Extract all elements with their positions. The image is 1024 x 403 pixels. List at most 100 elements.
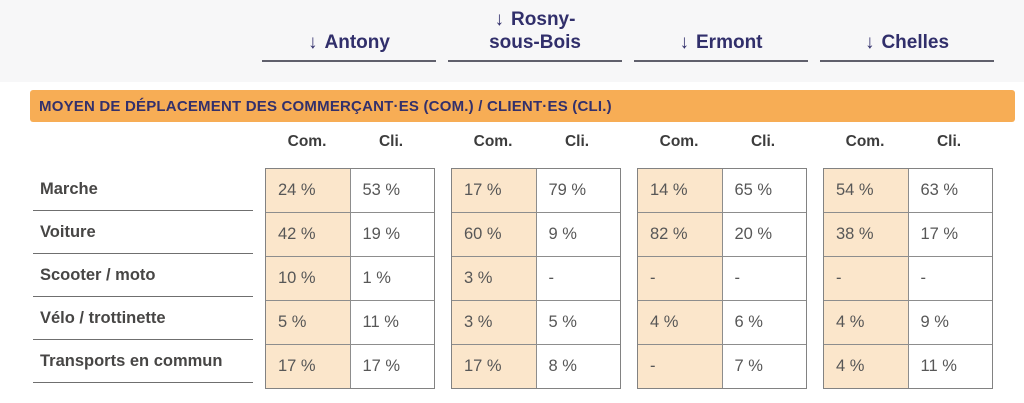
value-cell-cli: 63 %: [920, 181, 959, 199]
value-cell-cli: 19 %: [362, 225, 401, 243]
city-header-rule: [448, 60, 622, 62]
table-row: 24 % 53 %: [266, 169, 434, 213]
table-row: - 7 %: [638, 345, 806, 388]
value-cell-com: 14 %: [638, 169, 723, 212]
section-title-band: MOYEN DE DÉPLACEMENT DES COMMERÇANT·ES (…: [30, 90, 1015, 122]
value-cell-cli: 8 %: [548, 357, 577, 375]
city-header-rule: [634, 60, 808, 62]
value-cell-cli: 17 %: [362, 357, 401, 375]
value-cell-cli: -: [734, 269, 741, 287]
table-row: 14 % 65 %: [638, 169, 806, 213]
table-row: 3 % 5 %: [452, 301, 620, 345]
row-labels: Marche Voiture Scooter / moto Vélo / tro…: [33, 168, 253, 383]
value-cell-cli: 11 %: [920, 357, 957, 375]
city-header-antony: ↓ Antony: [265, 0, 433, 54]
value-cell-com: 24 %: [266, 169, 351, 212]
down-arrow-icon: ↓: [864, 32, 875, 53]
value-cell-cli: 9 %: [920, 313, 949, 331]
value-cell-com: 10 %: [266, 257, 351, 300]
header-background: [0, 0, 1024, 82]
subheader-cli: Cli.: [378, 133, 404, 150]
table-row: 3 % -: [452, 257, 620, 301]
subheader-chelles: Com. Cli.: [823, 133, 991, 151]
city-header-rule: [820, 60, 994, 62]
down-arrow-icon: ↓: [308, 32, 318, 53]
table-row: 17 % 17 %: [266, 345, 434, 388]
subheader-cli: Cli.: [936, 133, 962, 150]
value-cell-cli: -: [920, 269, 927, 287]
value-cell-com: 17 %: [452, 345, 537, 388]
table-row: 42 % 19 %: [266, 213, 434, 257]
value-cell-cli: 5 %: [548, 313, 577, 331]
table-row: 60 % 9 %: [452, 213, 620, 257]
data-grid-antony: 24 % 53 % 42 % 19 % 10 % 1 % 5 % 11 % 17…: [265, 168, 435, 389]
value-cell-com: 4 %: [824, 301, 909, 344]
value-cell-com: 3 %: [452, 301, 537, 344]
subheader-rosny: Com. Cli.: [451, 133, 619, 151]
table-row: 17 % 79 %: [452, 169, 620, 213]
table-row: 10 % 1 %: [266, 257, 434, 301]
data-grid-ermont: 14 % 65 % 82 % 20 % - - 4 % 6 % - 7 %: [637, 168, 807, 389]
city-header-ermont: ↓ Ermont: [637, 0, 805, 54]
value-cell-com: 3 %: [452, 257, 537, 300]
subheader-cli: Cli.: [564, 133, 590, 150]
subheader-com: Com.: [845, 133, 885, 150]
value-cell-com: -: [638, 345, 723, 388]
value-cell-com: 5 %: [266, 301, 351, 344]
city-header-rule: [262, 60, 436, 62]
row-label: Transports en commun: [33, 340, 253, 383]
row-label: Scooter / moto: [33, 254, 253, 297]
value-cell-com: 38 %: [824, 213, 909, 256]
row-label: Voiture: [33, 211, 253, 254]
subheader-antony: Com. Cli.: [265, 133, 433, 151]
table-row: - -: [824, 257, 992, 301]
city-name: ↓ Chelles: [864, 32, 950, 53]
value-cell-com: 17 %: [452, 169, 537, 212]
city-name-line2: sous-Bois: [489, 32, 581, 53]
data-grid-rosny-sous-bois: 17 % 79 % 60 % 9 % 3 % - 3 % 5 % 17 % 8 …: [451, 168, 621, 389]
row-label: Marche: [33, 168, 253, 211]
value-cell-com: 82 %: [638, 213, 723, 256]
value-cell-com: -: [638, 257, 723, 300]
city-name: ↓ Antony: [308, 32, 390, 53]
value-cell-com: 54 %: [824, 169, 909, 212]
value-cell-cli: 20 %: [734, 225, 773, 243]
subheader-com: Com.: [287, 133, 327, 150]
table-row: 4 % 11 %: [824, 345, 992, 388]
value-cell-com: 60 %: [452, 213, 537, 256]
table-row: 4 % 9 %: [824, 301, 992, 345]
down-arrow-icon: ↓: [679, 32, 690, 53]
subheader-cli: Cli.: [750, 133, 776, 150]
table-row: 82 % 20 %: [638, 213, 806, 257]
value-cell-cli: 9 %: [548, 225, 577, 243]
subheader-ermont: Com. Cli.: [637, 133, 805, 151]
value-cell-cli: 79 %: [548, 181, 587, 199]
city-header-rosny-sous-bois: ↓ Rosny- sous-Bois: [451, 0, 619, 54]
value-cell-cli: 1 %: [362, 269, 391, 287]
table-row: 38 % 17 %: [824, 213, 992, 257]
subheader-com: Com.: [659, 133, 699, 150]
value-cell-com: 4 %: [824, 345, 909, 388]
row-label: Vélo / trottinette: [33, 297, 253, 340]
value-cell-cli: 53 %: [362, 181, 401, 199]
section-title: MOYEN DE DÉPLACEMENT DES COMMERÇANT·ES (…: [39, 97, 612, 115]
value-cell-cli: 11 %: [362, 313, 399, 331]
city-name: ↓ Ermont: [679, 32, 763, 53]
value-cell-com: -: [824, 257, 909, 300]
value-cell-com: 4 %: [638, 301, 723, 344]
value-cell-cli: -: [548, 269, 555, 287]
table-row: 54 % 63 %: [824, 169, 992, 213]
table-row: 4 % 6 %: [638, 301, 806, 345]
table-row: 17 % 8 %: [452, 345, 620, 388]
value-cell-cli: 17 %: [920, 225, 959, 243]
city-name: ↓ Rosny-: [494, 9, 576, 30]
value-cell-com: 42 %: [266, 213, 351, 256]
value-cell-com: 17 %: [266, 345, 351, 388]
down-arrow-icon: ↓: [494, 9, 505, 30]
subheader-com: Com.: [473, 133, 513, 150]
value-cell-cli: 6 %: [734, 313, 763, 331]
data-grid-chelles: 54 % 63 % 38 % 17 % - - 4 % 9 % 4 % 11 %: [823, 168, 993, 389]
table-row: 5 % 11 %: [266, 301, 434, 345]
value-cell-cli: 7 %: [734, 357, 763, 375]
